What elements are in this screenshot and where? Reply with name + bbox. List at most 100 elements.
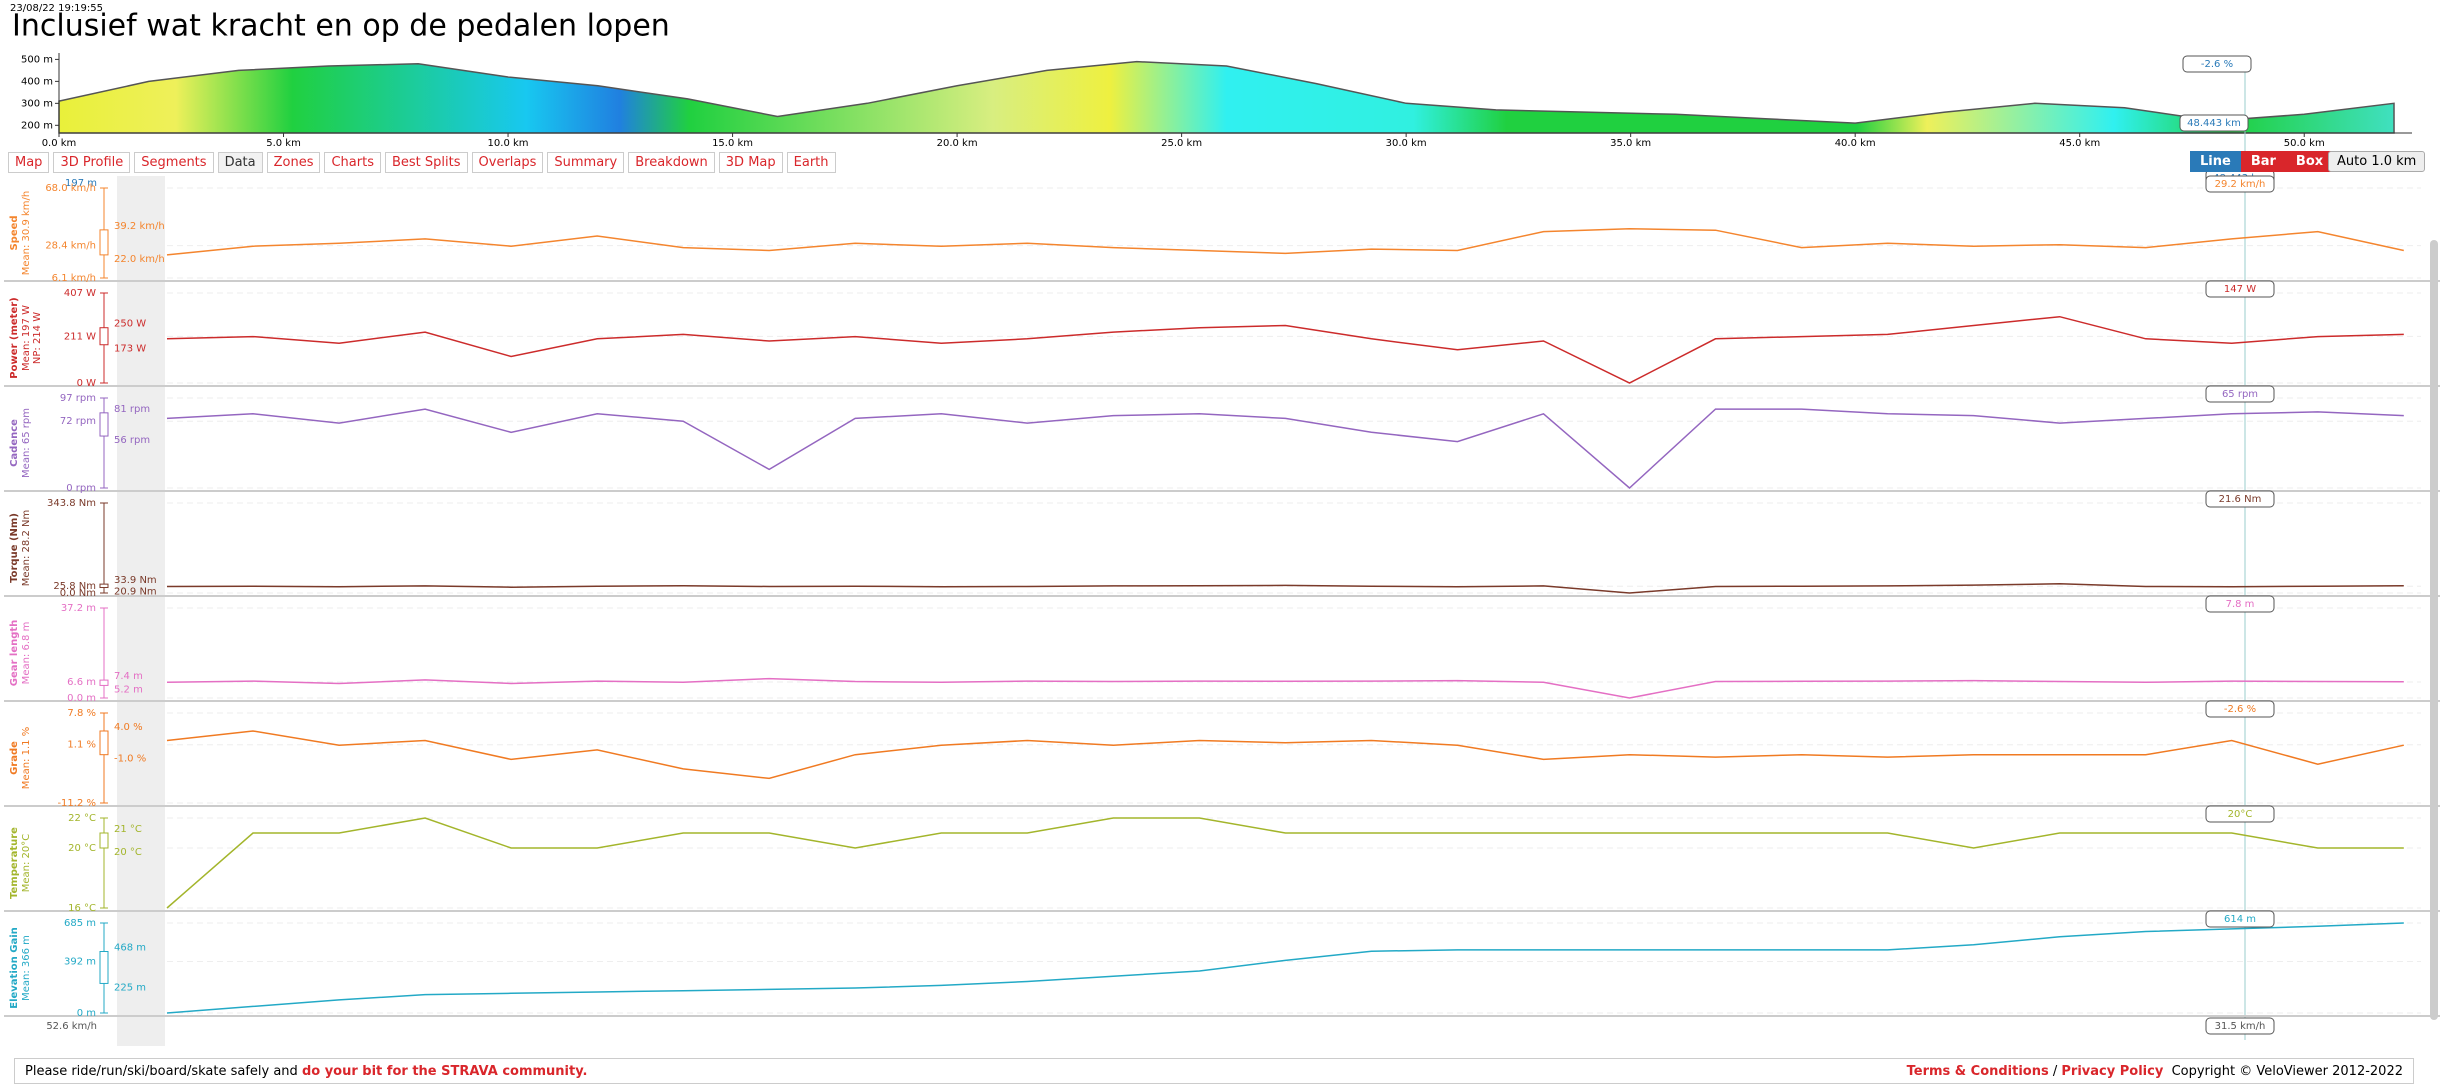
y-tick-label: 28.4 km/h — [45, 241, 96, 252]
side-strip — [117, 176, 165, 1046]
y-tick-label: 0.0 Nm — [60, 588, 96, 599]
panel-stat: NP: 214 W — [32, 312, 43, 364]
x-tick-label: 15.0 km — [712, 138, 753, 149]
box — [99, 951, 109, 984]
box-label: 7.4 m — [114, 671, 143, 682]
x-tick-label: 50.0 km — [2284, 138, 2325, 149]
value-badge-label: 20°C — [2228, 809, 2253, 820]
panel-stat: Mean: 30.9 km/h — [21, 191, 32, 275]
trace — [166, 677, 2404, 699]
y-tick-label: 25.8 Nm — [53, 581, 96, 592]
view-buttons: Line Bar Box — [2190, 151, 2334, 172]
value-badge — [2205, 595, 2275, 613]
y-tick-label: 343.8 Nm — [47, 498, 96, 509]
y-tick-label: 400 m — [21, 76, 53, 87]
value-badge — [2205, 805, 2275, 823]
panel-stat: Mean: 65 rpm — [21, 408, 32, 478]
panel-stat: Mean: 6.8 m — [21, 622, 32, 685]
tab[interactable]: Summary — [547, 152, 625, 173]
view-button[interactable]: Bar — [2240, 151, 2286, 172]
copyright: Copyright © VeloViewer 2012-2022 — [2171, 1063, 2403, 1079]
tab[interactable]: Earth — [786, 152, 836, 173]
y-tick-label: 685 m — [64, 918, 96, 929]
panel-title: Temperature — [9, 827, 20, 899]
view-button[interactable]: Box — [2285, 151, 2334, 172]
box-label: 81 rpm — [114, 404, 150, 415]
tab[interactable]: 3D Profile — [53, 152, 131, 173]
x-tick-label: 10.0 km — [488, 138, 529, 149]
hidden-bottom-label: 197 m — [65, 178, 97, 189]
tab[interactable]: Map — [8, 152, 50, 173]
value-badge-label: 48.443 km — [2187, 118, 2241, 129]
x-tick-label: 30.0 km — [1386, 138, 1427, 149]
box-label: 22.0 km/h — [114, 254, 165, 265]
tab[interactable]: Best Splits — [384, 152, 468, 173]
y-tick-label: 97 rpm — [60, 393, 96, 404]
y-tick-label: 0.0 m — [67, 693, 96, 704]
y-tick-label: 37.2 m — [61, 603, 96, 614]
tab[interactable]: 3D Map — [718, 152, 783, 173]
box-label: 468 m — [114, 943, 146, 954]
value-badge-label: 29.2 km/h — [2215, 179, 2266, 190]
panel-title: Elevation Gain — [9, 927, 20, 1009]
value-badge — [2205, 490, 2275, 508]
box-label: 20 °C — [114, 847, 142, 858]
value-badge — [2205, 175, 2275, 193]
box-label: 56 rpm — [114, 435, 150, 446]
trace — [166, 922, 2404, 1014]
box — [99, 412, 109, 437]
panel-stat: Mean: 20°C — [21, 834, 32, 893]
panel-title: Torque (Nm) — [9, 513, 20, 583]
box-label: 20.9 Nm — [114, 587, 157, 598]
tab[interactable]: Zones — [266, 152, 321, 173]
tab[interactable]: Charts — [324, 152, 381, 173]
value-badge-label: 614 m — [2224, 914, 2256, 925]
y-tick-label: 200 m — [21, 120, 53, 131]
value-badge-label: 31.5 km/h — [2215, 1021, 2266, 1032]
y-tick-label: 500 m — [21, 54, 53, 65]
panel-stat: Mean: 197 W — [21, 305, 32, 371]
view-button[interactable]: Line — [2190, 151, 2241, 172]
box-label: 173 W — [114, 344, 146, 355]
box-label: 250 W — [114, 319, 146, 330]
interval-select[interactable]: Auto 1.0 km — [2328, 151, 2426, 172]
y-tick-label: 300 m — [21, 98, 53, 109]
tab[interactable]: Overlaps — [471, 152, 544, 173]
box-label: 4.0 % — [114, 722, 143, 733]
box — [99, 229, 109, 256]
value-badge — [2179, 114, 2249, 132]
trace — [166, 730, 2404, 780]
x-tick-label: 40.0 km — [1835, 138, 1876, 149]
y-tick-label: 211 W — [64, 331, 96, 342]
panel-stat: Mean: 28.2 Nm — [21, 510, 32, 586]
footer-text: Please ride/run/ski/board/skate safely a… — [25, 1063, 298, 1079]
x-tick-label: 35.0 km — [1610, 138, 1651, 149]
value-badge-label: 147 W — [2224, 284, 2256, 295]
y-tick-label: 1.1 % — [67, 740, 96, 751]
tab[interactable]: Data — [217, 152, 263, 173]
tab[interactable]: Segments — [134, 152, 214, 173]
trace — [166, 583, 2404, 594]
terms-link[interactable]: Terms & Conditions — [1906, 1063, 2049, 1079]
value-badge — [2205, 910, 2275, 928]
box — [99, 679, 109, 686]
x-tick-label: 25.0 km — [1161, 138, 1202, 149]
value-badge — [2205, 1017, 2275, 1035]
y-tick-label: 0 rpm — [66, 483, 96, 494]
privacy-link[interactable]: Privacy Policy — [2061, 1063, 2164, 1079]
box — [99, 327, 109, 346]
x-tick-label: 45.0 km — [2059, 138, 2100, 149]
value-badge-label: -2.6 % — [2201, 59, 2233, 70]
x-tick-label: 20.0 km — [937, 138, 978, 149]
footer: Please ride/run/ski/board/skate safely a… — [14, 1058, 2414, 1084]
trace — [166, 227, 2404, 256]
strava-link[interactable]: do your bit for the STRAVA community. — [301, 1063, 588, 1079]
box-label: 39.2 km/h — [114, 221, 165, 232]
tab[interactable]: Breakdown — [628, 152, 715, 173]
trace — [166, 408, 2404, 490]
value-badge-label: 65 rpm — [2222, 389, 2258, 400]
value-badge — [2205, 700, 2275, 718]
box — [99, 583, 109, 589]
panel-stat: Mean: 366 m — [21, 935, 32, 1001]
